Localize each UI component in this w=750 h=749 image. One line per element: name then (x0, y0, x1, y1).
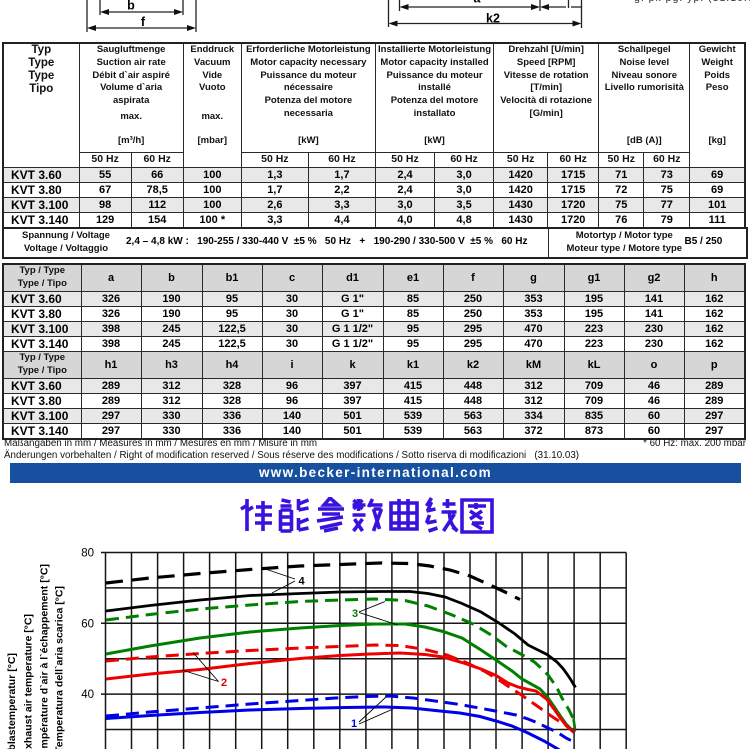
svg-text:f: f (141, 15, 146, 29)
svg-text:Abblastemperatur [°C]: Abblastemperatur [°C] (6, 653, 18, 749)
svg-text:k2: k2 (486, 12, 500, 26)
svg-text:a: a (474, 0, 482, 6)
svg-text:4: 4 (299, 576, 306, 588)
svg-text:80: 80 (81, 548, 94, 560)
svg-text:3: 3 (352, 608, 358, 620)
svg-text:Température d`air à l`échappem: Température d`air à l`échappement [°C] (39, 564, 51, 749)
svg-text:b: b (127, 0, 135, 13)
svg-text:2: 2 (221, 677, 227, 689)
svg-text:Temperatura dell`aria scarica: Temperatura dell`aria scarica [°C] (54, 586, 66, 749)
svg-text:1: 1 (351, 718, 357, 730)
svg-text:40: 40 (81, 689, 94, 701)
svg-text:60: 60 (81, 619, 94, 631)
svg-text:Exhaust air temperature [°C]: Exhaust air temperature [°C] (23, 614, 35, 749)
